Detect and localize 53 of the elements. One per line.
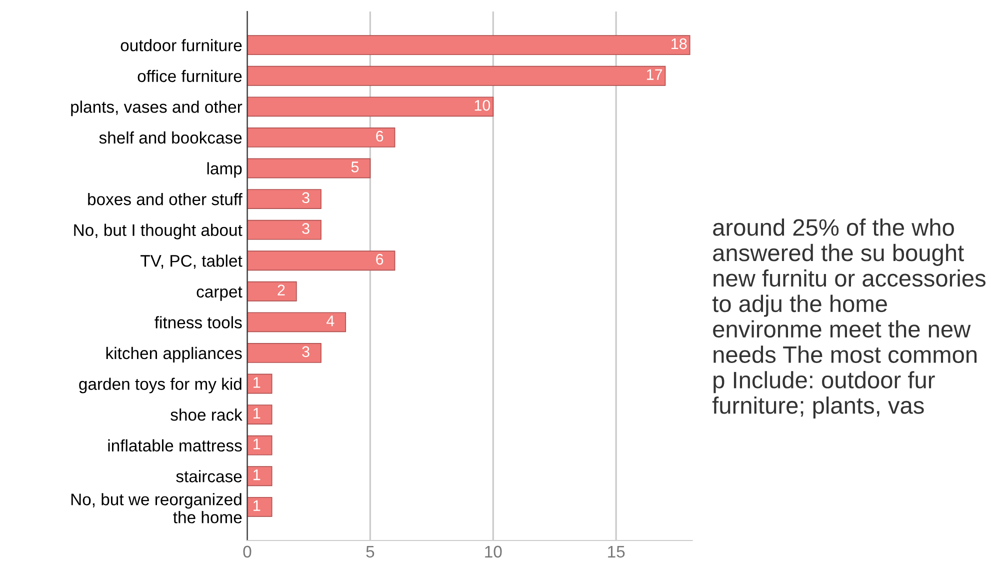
bar <box>247 96 494 117</box>
bar <box>247 189 322 209</box>
y-tick-label: lamp <box>207 162 242 178</box>
y-tick-label: fitness tools <box>154 316 242 328</box>
bar <box>247 127 396 148</box>
data-label: 1 <box>254 500 260 511</box>
data-label: 1 <box>254 438 260 450</box>
x-tick-label: 15 <box>608 546 625 558</box>
y-tick-label: plants, vases and other <box>71 100 242 116</box>
bar <box>247 496 272 517</box>
y-tick-label: TV, PC, tablet <box>140 254 242 269</box>
data-label: 2 <box>278 284 285 296</box>
y-tick-label: office furniture <box>138 70 242 82</box>
bar <box>247 374 272 394</box>
bar <box>247 66 666 86</box>
bar <box>247 312 346 332</box>
y-tick-label: boxes and other stuff <box>88 192 242 206</box>
bar <box>247 250 396 271</box>
y-tick-label: shelf and bookcase <box>99 131 242 144</box>
text: around 25% of the who answered the su bought new furnitu or accessories to adju the home environme meet the new needs The most common p Include: outdoor fur furniture; plants, vas <box>712 218 986 419</box>
bar <box>247 404 272 425</box>
y-tick-label: No, but we reorganized the home <box>71 493 242 524</box>
data-label: 17 <box>646 69 662 80</box>
data-label: 4 <box>326 316 334 326</box>
bar <box>247 343 322 363</box>
y-tick-label: kitchen appliances <box>106 346 242 362</box>
data-label: 6 <box>376 254 384 265</box>
bar <box>247 435 272 456</box>
data-label: 1 <box>254 377 260 388</box>
bar <box>247 158 371 178</box>
data-label: 1 <box>254 408 260 418</box>
bar <box>247 220 322 240</box>
bar <box>247 35 690 56</box>
x-tick-label: 10 <box>485 546 502 558</box>
y-tick-label: carpet <box>196 286 242 301</box>
data-label: 3 <box>302 223 310 234</box>
x-tick-label: 5 <box>366 546 374 558</box>
data-label: 3 <box>302 192 310 204</box>
bar <box>247 466 272 486</box>
y-tick-label: outdoor furniture <box>120 39 242 52</box>
y-tick-label: staircase <box>176 470 242 482</box>
data-label: 18 <box>672 38 687 50</box>
bar <box>247 281 297 302</box>
y-tick-label: garden toys for my kid <box>79 378 242 394</box>
y-tick-label: shoe rack <box>170 408 242 421</box>
data-label: 6 <box>376 130 384 142</box>
y-tick-label: inflatable mattress <box>108 439 242 452</box>
y-tick-label: No, but I thought about <box>74 224 242 240</box>
x-tick-label: 0 <box>243 546 252 558</box>
data-label: 5 <box>351 162 359 172</box>
data-label: 1 <box>254 470 260 480</box>
data-label: 3 <box>302 346 310 358</box>
data-label: 10 <box>474 100 490 111</box>
